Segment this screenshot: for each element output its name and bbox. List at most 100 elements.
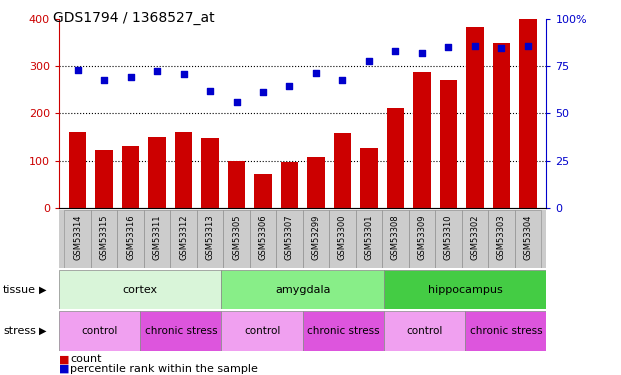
Text: control: control — [81, 326, 118, 336]
Point — [258, 89, 268, 95]
Point — [496, 45, 506, 51]
Bar — [515, 210, 541, 268]
Text: control: control — [406, 326, 443, 336]
Bar — [409, 210, 435, 268]
Bar — [228, 161, 245, 208]
Bar — [170, 210, 197, 268]
Text: GSM53315: GSM53315 — [99, 214, 109, 260]
Text: ▶: ▶ — [39, 326, 47, 336]
Point — [232, 99, 242, 105]
Text: GSM53299: GSM53299 — [312, 214, 320, 260]
Text: GDS1794 / 1368527_at: GDS1794 / 1368527_at — [53, 11, 214, 25]
Text: ■: ■ — [59, 354, 70, 364]
Point — [523, 43, 533, 49]
Bar — [440, 80, 457, 208]
Bar — [65, 210, 91, 268]
Bar — [281, 162, 298, 208]
Text: GSM53310: GSM53310 — [444, 214, 453, 260]
Point — [73, 67, 83, 73]
Point — [205, 88, 215, 94]
Text: GSM53314: GSM53314 — [73, 214, 82, 260]
Text: GSM53306: GSM53306 — [258, 214, 268, 260]
Bar — [222, 270, 384, 309]
Text: GSM53316: GSM53316 — [126, 214, 135, 260]
Point — [152, 68, 162, 74]
Bar — [91, 210, 117, 268]
Bar — [201, 138, 219, 208]
Bar — [175, 132, 192, 208]
Point — [364, 58, 374, 64]
Text: stress: stress — [3, 326, 36, 336]
Bar — [360, 148, 378, 208]
Text: GSM53309: GSM53309 — [417, 214, 427, 260]
Text: GSM53311: GSM53311 — [153, 214, 161, 260]
Point — [443, 44, 453, 50]
Bar — [276, 210, 303, 268]
Bar — [224, 210, 250, 268]
Bar — [122, 146, 139, 208]
Point — [311, 70, 321, 76]
Bar — [96, 150, 112, 208]
Text: GSM53312: GSM53312 — [179, 214, 188, 260]
Bar — [255, 174, 271, 208]
Bar — [382, 210, 409, 268]
Text: ■: ■ — [59, 364, 70, 374]
Bar — [307, 157, 325, 208]
Bar — [334, 134, 351, 208]
Text: GSM53300: GSM53300 — [338, 214, 347, 260]
Point — [337, 77, 347, 83]
Text: chronic stress: chronic stress — [307, 326, 379, 336]
Bar — [387, 108, 404, 208]
Bar — [303, 210, 329, 268]
Bar — [59, 270, 222, 309]
Text: GSM53313: GSM53313 — [206, 214, 214, 260]
Bar — [435, 210, 461, 268]
Bar — [466, 27, 484, 208]
Text: GSM53308: GSM53308 — [391, 214, 400, 260]
Bar — [384, 270, 546, 309]
Text: chronic stress: chronic stress — [145, 326, 217, 336]
Text: count: count — [70, 354, 102, 364]
Bar — [303, 311, 384, 351]
Bar — [519, 19, 537, 208]
Bar — [69, 132, 86, 208]
Text: hippocampus: hippocampus — [428, 285, 502, 295]
Point — [99, 77, 109, 83]
Text: control: control — [244, 326, 280, 336]
Bar — [222, 311, 303, 351]
Bar — [250, 210, 276, 268]
Text: chronic stress: chronic stress — [469, 326, 542, 336]
Point — [391, 48, 401, 54]
Text: GSM53307: GSM53307 — [285, 214, 294, 260]
Bar — [197, 210, 224, 268]
Bar — [59, 311, 140, 351]
Point — [470, 43, 480, 49]
Point — [284, 83, 294, 89]
Bar — [144, 210, 170, 268]
Text: GSM53303: GSM53303 — [497, 214, 506, 260]
Text: GSM53302: GSM53302 — [471, 214, 479, 260]
Bar — [493, 44, 510, 208]
Text: cortex: cortex — [123, 285, 158, 295]
Text: ▶: ▶ — [39, 285, 47, 295]
Bar — [384, 311, 465, 351]
Text: amygdala: amygdala — [275, 285, 330, 295]
Bar — [414, 72, 430, 208]
Bar — [356, 210, 382, 268]
Point — [417, 50, 427, 56]
Bar — [140, 311, 222, 351]
Bar — [59, 210, 546, 268]
Bar — [148, 137, 166, 208]
Text: tissue: tissue — [3, 285, 36, 295]
Text: GSM53305: GSM53305 — [232, 214, 241, 260]
Bar — [488, 210, 515, 268]
Text: GSM53301: GSM53301 — [365, 214, 373, 260]
Point — [179, 71, 189, 77]
Text: percentile rank within the sample: percentile rank within the sample — [70, 364, 258, 374]
Bar — [329, 210, 356, 268]
Bar — [465, 311, 546, 351]
Bar — [461, 210, 488, 268]
Bar — [117, 210, 144, 268]
Text: GSM53304: GSM53304 — [524, 214, 532, 260]
Point — [125, 74, 135, 80]
